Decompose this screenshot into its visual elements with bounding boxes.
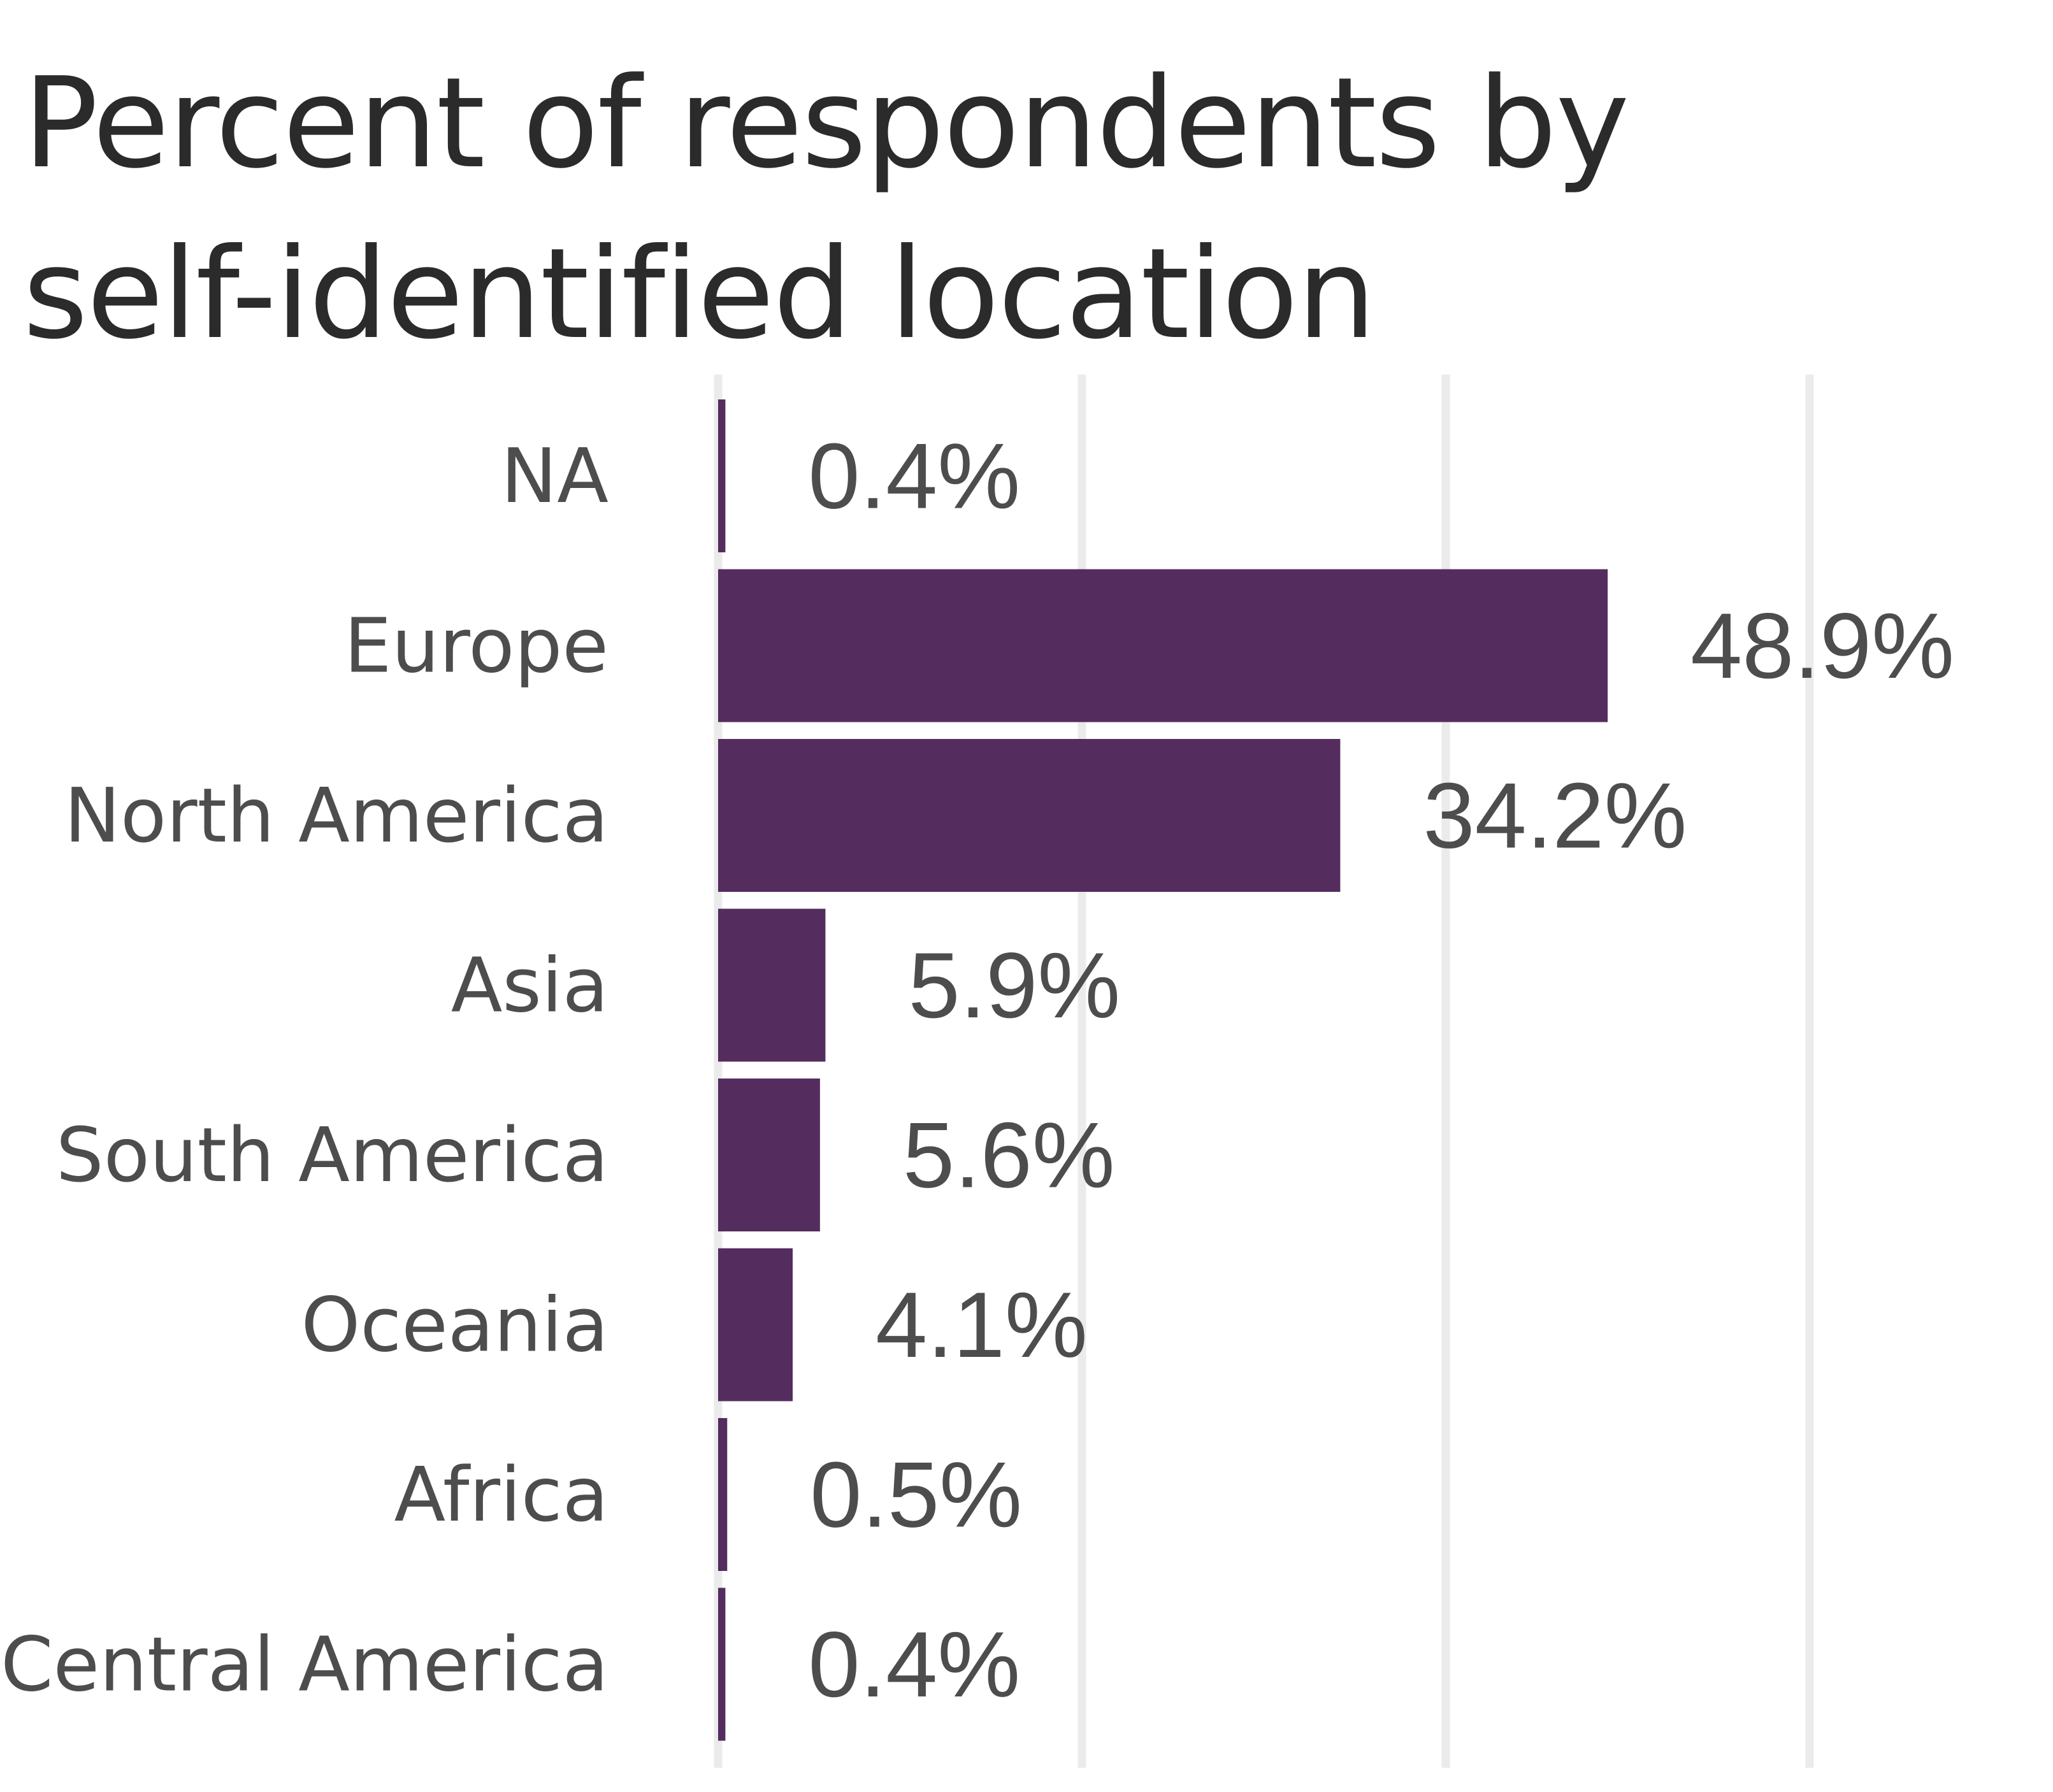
value-label-oceania: 4.1% [875,1273,1088,1377]
bar-south-america [718,1079,820,1231]
bar-oceania [718,1248,793,1401]
value-label-africa: 0.5% [810,1443,1022,1547]
value-label-south-america: 5.6% [903,1103,1115,1207]
category-label-na: NA [501,432,609,520]
chart-title: Percent of respondents by self-identifie… [23,51,1629,367]
value-label-asia: 5.9% [908,933,1120,1037]
bar-europe [718,569,1608,722]
bars [718,399,1608,1741]
category-label-africa: Africa [394,1451,609,1538]
value-label-north-america: 34.2% [1423,764,1687,868]
value-label-europe: 48.9% [1690,594,1954,698]
category-label-south-america: South America [56,1111,609,1199]
category-label-central-america: Central America [1,1621,609,1709]
category-labels: NA Europe North America Asia South America Oc… [1,432,609,1709]
bar-north-america [718,739,1341,892]
value-label-na: 0.4% [808,424,1020,528]
bar-asia [718,908,826,1062]
bar-africa [718,1418,728,1571]
category-label-europe: Europe [344,602,609,690]
bar-central-america [718,1588,726,1741]
category-label-asia: Asia [451,942,609,1029]
bar-na [718,399,726,552]
value-labels: 0.4% 48.9%34.2% 5.9% 5.6% 4.1% 0.5% 0.4% [808,424,1954,1717]
category-label-oceania: Oceania [301,1281,609,1369]
value-label-central-america: 0.4% [808,1612,1020,1716]
category-label-north-america: North America [64,771,609,859]
